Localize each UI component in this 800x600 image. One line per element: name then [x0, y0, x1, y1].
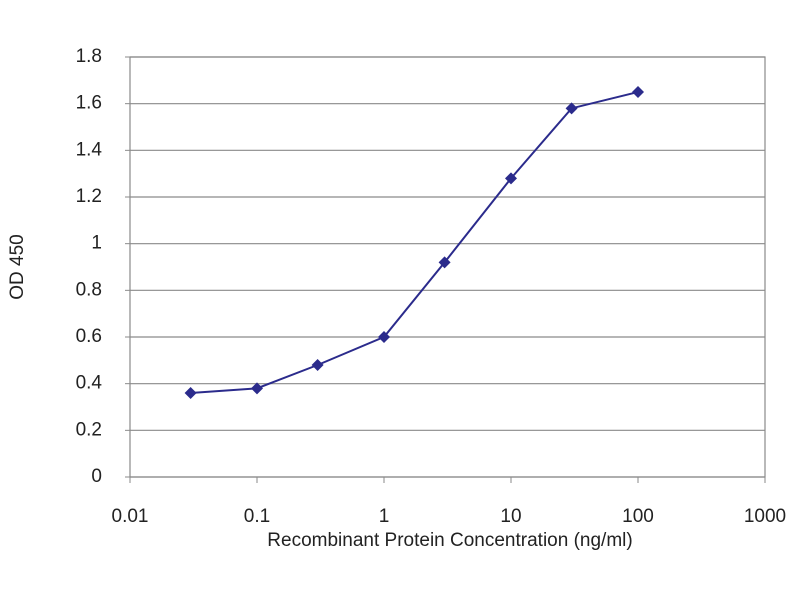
x-tick-label: 0.1 [244, 506, 270, 527]
data-line [190, 91, 639, 394]
y-tick-label: 0.8 [76, 279, 102, 300]
data-point [438, 256, 451, 269]
data-point [565, 102, 578, 115]
plot-area [129, 56, 766, 478]
y-tick-label: 1.6 [76, 93, 102, 114]
x-tick-label: 0.01 [112, 506, 149, 527]
y-tick-label: 1.8 [76, 46, 102, 67]
x-tick-label: 10 [500, 506, 521, 527]
y-tick-label: 0.6 [76, 326, 102, 347]
y-tick-label: 0.2 [76, 419, 102, 440]
y-tick-label: 0.4 [76, 373, 103, 394]
x-tick-label: 1 [379, 506, 390, 527]
data-point [505, 172, 517, 185]
x-axis-title: Recombinant Protein Concentration (ng/ml… [267, 530, 632, 551]
y-tick-label: 0 [91, 466, 102, 487]
x-tick-label: 100 [622, 506, 654, 527]
data-point [184, 387, 197, 399]
data-point [311, 359, 324, 371]
data-point [632, 86, 644, 98]
x-tick-label: 1000 [744, 506, 786, 527]
y-tick-label: 1 [91, 233, 102, 254]
data-point [378, 331, 390, 343]
y-tick-label: 1.2 [76, 186, 102, 207]
data-point [251, 382, 263, 395]
y-axis-title: OD 450 [7, 234, 28, 299]
y-tick-label: 1.4 [76, 139, 103, 160]
